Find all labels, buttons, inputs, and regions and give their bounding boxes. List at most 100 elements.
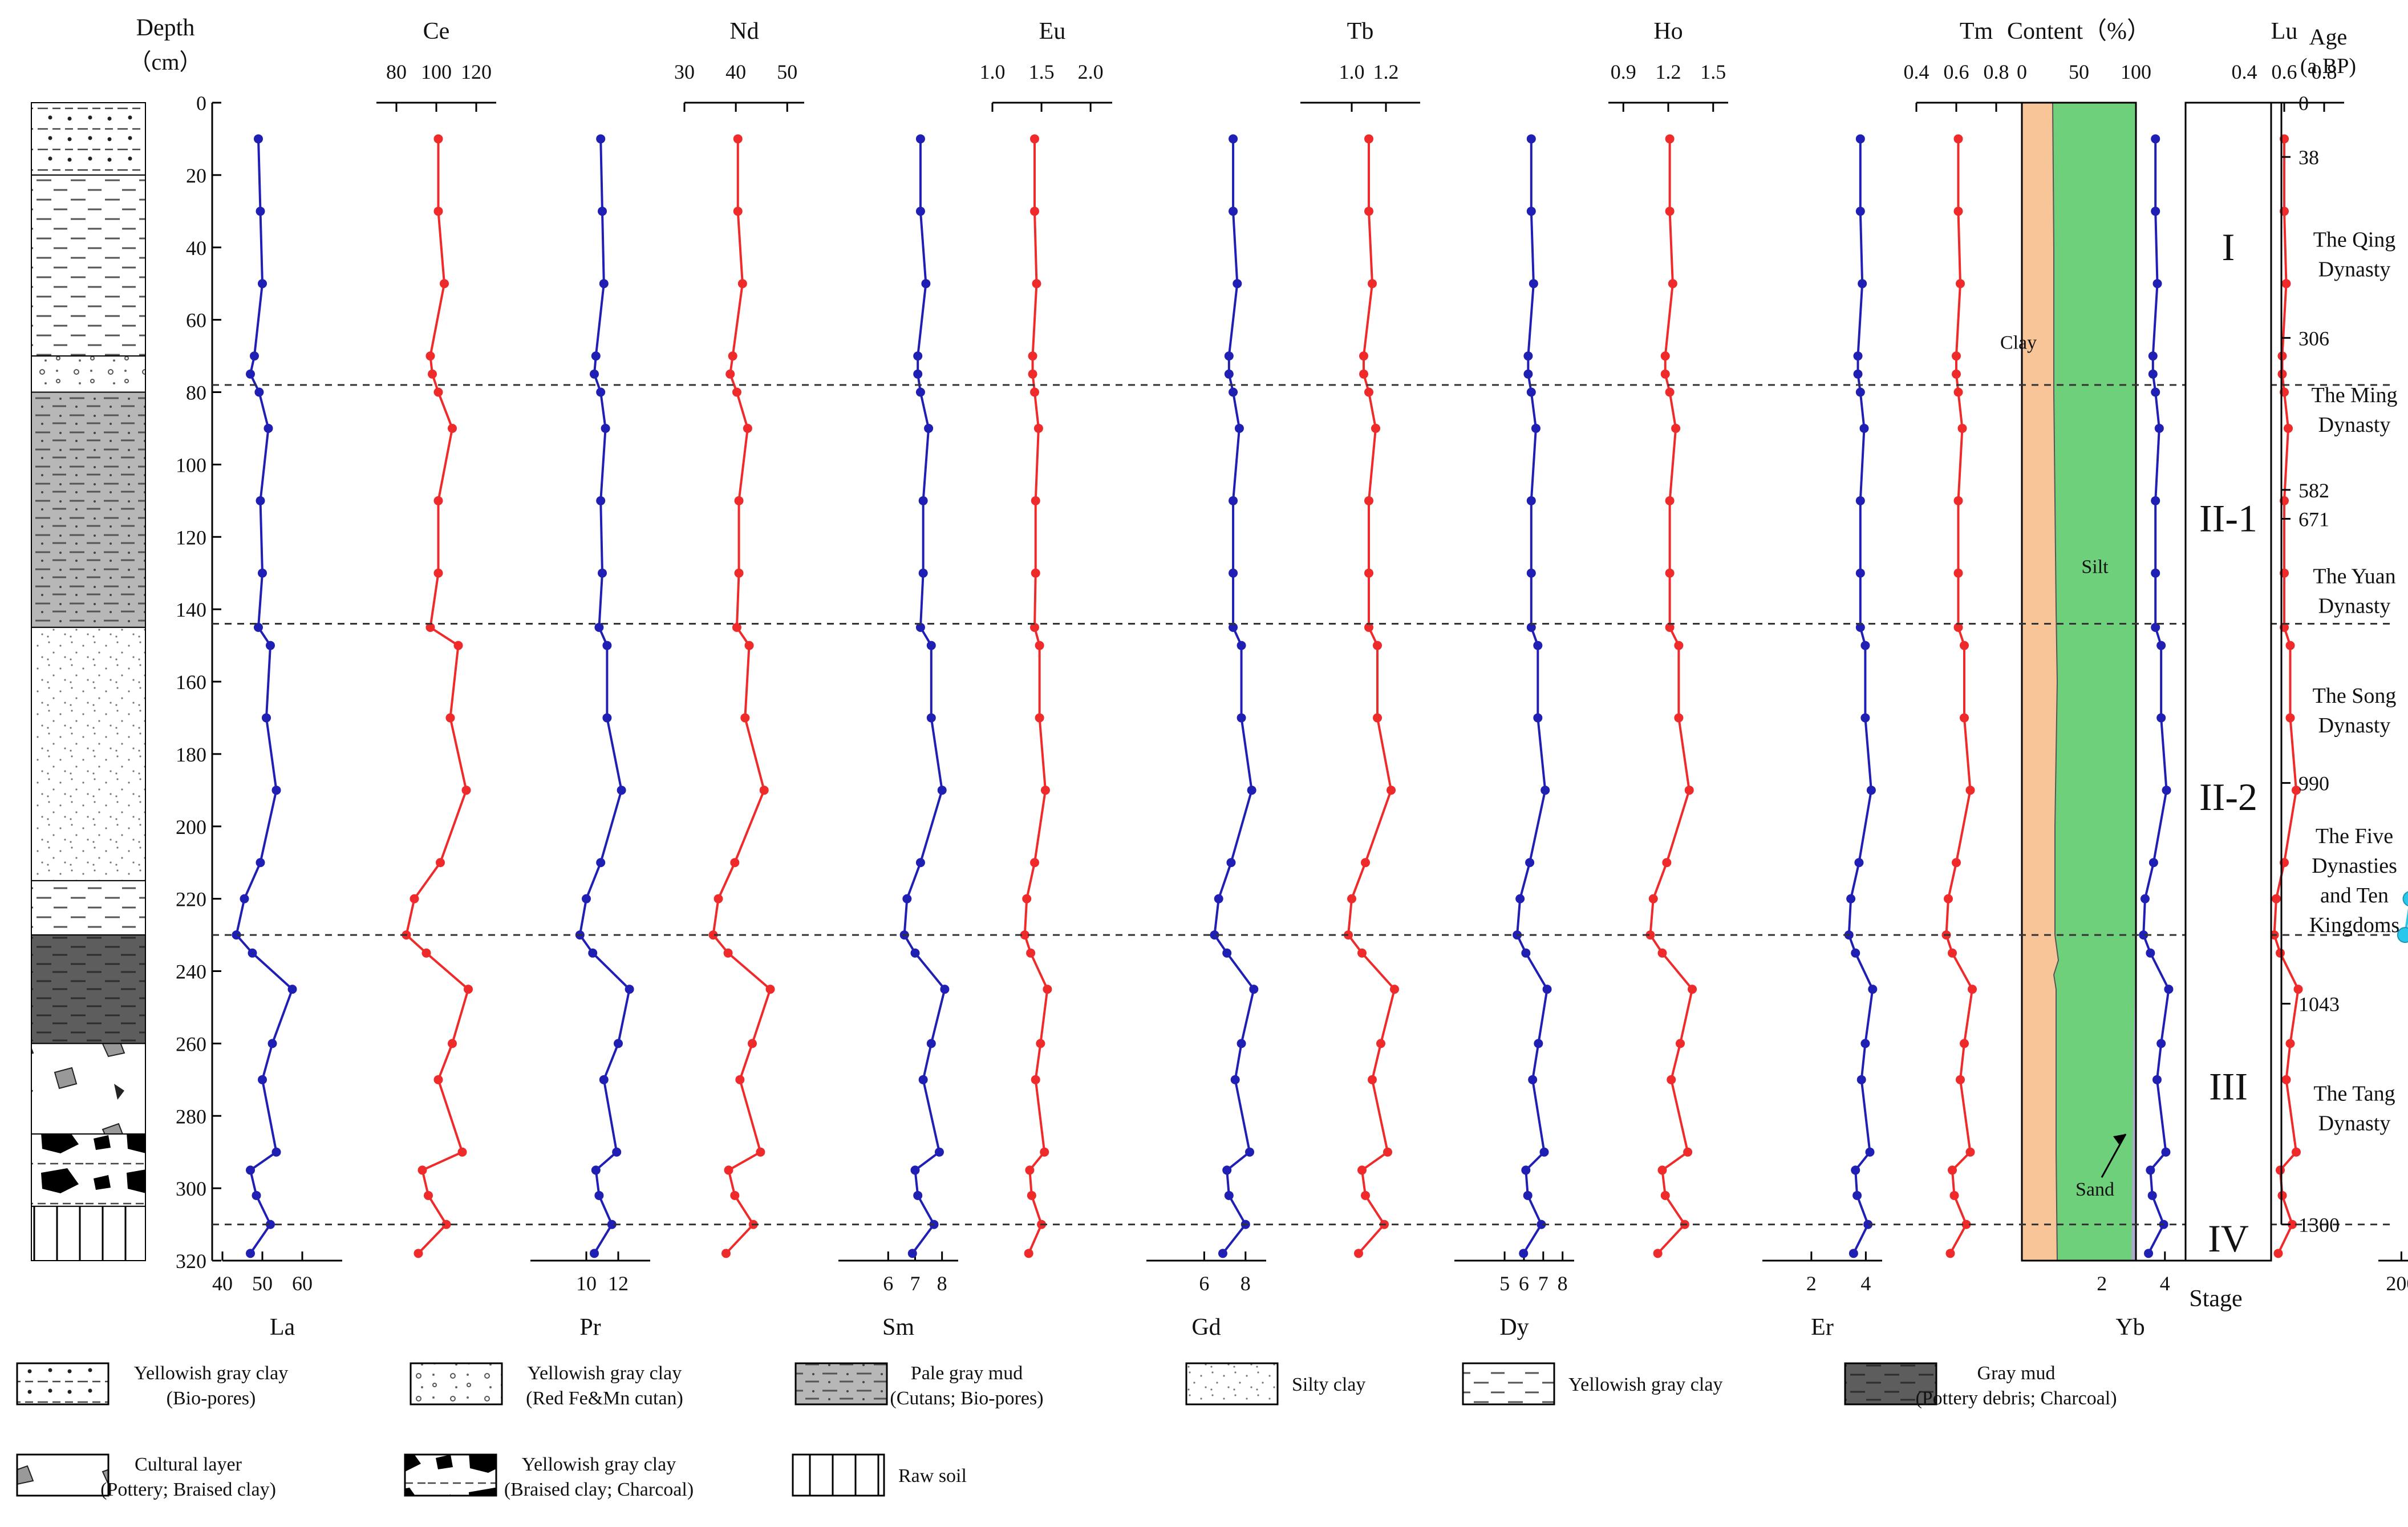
- legend-swatch-fecut: [410, 1362, 503, 1406]
- data-point: [2152, 1075, 2162, 1084]
- series-tick-label: 2: [2097, 1272, 2107, 1295]
- series-tick-label: 1.5: [1029, 60, 1055, 83]
- data-point: [433, 568, 443, 578]
- data-point: [2276, 1165, 2285, 1175]
- data-point: [725, 369, 735, 379]
- age-tick-label: 0: [2298, 92, 2309, 115]
- data-point: [2151, 568, 2160, 578]
- data-point: [732, 622, 741, 632]
- data-point: [2292, 1147, 2301, 1157]
- data-point: [1523, 351, 1533, 361]
- content-label-clay: Clay: [2000, 332, 2037, 353]
- data-point: [1031, 1075, 1040, 1084]
- dynasty-label: The Five: [2316, 824, 2393, 848]
- data-point: [2156, 641, 2166, 650]
- lithology-unit-dash: [31, 880, 146, 936]
- data-point: [1858, 279, 1867, 289]
- data-point: [1665, 568, 1675, 578]
- data-point: [1846, 894, 1856, 904]
- data-point: [1848, 1249, 1858, 1258]
- data-point: [730, 1190, 740, 1200]
- series-title-tb: Tb: [1347, 18, 1374, 44]
- data-point: [464, 985, 473, 994]
- data-point: [1024, 1249, 1033, 1258]
- series-tick-label: 0.4: [2232, 60, 2257, 83]
- data-point: [246, 1249, 255, 1258]
- data-point: [1373, 641, 1382, 650]
- data-point: [1359, 351, 1368, 361]
- data-point: [266, 1220, 275, 1229]
- data-point: [1953, 568, 1963, 578]
- data-point: [1033, 423, 1043, 433]
- series-tick-label: 0.6: [2272, 60, 2297, 83]
- depth-axis-title: Depth: [136, 15, 195, 41]
- data-point: [1688, 985, 1697, 994]
- depth-tick-label: 180: [176, 743, 206, 766]
- sand-pointer: [2101, 1133, 2127, 1178]
- data-point: [1229, 206, 1238, 216]
- data-point: [2285, 713, 2295, 723]
- data-point: [1237, 641, 1246, 650]
- data-point: [2273, 1249, 2283, 1258]
- data-point: [1968, 985, 1977, 994]
- lithology-legend: Yellowish gray clay (Bio-pores) Yellowish …: [16, 1362, 2117, 1500]
- data-point: [433, 206, 443, 216]
- stage-label: IV: [2208, 1217, 2249, 1260]
- series-line-pr: [578, 139, 631, 1254]
- data-point: [1022, 894, 1032, 904]
- data-point: [1852, 1190, 1862, 1200]
- series-line-ce: [405, 139, 469, 1254]
- data-point: [1853, 351, 1863, 361]
- data-point: [441, 1220, 451, 1229]
- depth-tick-label: 300: [176, 1177, 206, 1200]
- data-point: [602, 641, 612, 650]
- series-tick-label: 0.8: [2312, 60, 2337, 83]
- legend-label: (Cutans; Bio-pores): [890, 1388, 1043, 1409]
- data-point: [1665, 622, 1675, 632]
- legend-label: (Bio-pores): [167, 1388, 256, 1409]
- depth-tick-label: 280: [176, 1105, 206, 1128]
- data-point: [602, 713, 612, 723]
- data-point: [591, 1165, 601, 1175]
- data-point: [2152, 279, 2162, 289]
- data-point: [1521, 948, 1531, 958]
- data-point: [598, 568, 607, 578]
- series-line-lu: [2273, 139, 2300, 1254]
- data-point: [1660, 369, 1670, 379]
- clay-area: [2022, 103, 2058, 1261]
- lithology-unit-palegray: [31, 391, 146, 628]
- lithology-unit-braised: [31, 1133, 146, 1207]
- data-point: [1526, 622, 1536, 632]
- data-point: [254, 387, 264, 397]
- data-point: [1364, 568, 1373, 578]
- series-tick-label: 40: [725, 60, 746, 83]
- legend-swatch-cultural: [16, 1453, 110, 1497]
- data-point: [1683, 1147, 1693, 1157]
- grain-size-content-panel: Content（%） 0 50 100 Clay Silt Sand: [2000, 18, 2151, 1262]
- data-point: [1035, 641, 1044, 650]
- data-point: [2147, 1190, 2157, 1200]
- series-gd: 6 8 Gd: [1146, 134, 1266, 1340]
- series-line-gd: [1213, 139, 1255, 1254]
- content-tick-label: 100: [2121, 60, 2151, 83]
- data-point: [1364, 134, 1373, 144]
- series-eu: Eu 1.0 1.5 2.0: [980, 18, 1112, 1258]
- series-line-dy: [1516, 139, 1548, 1254]
- data-point: [1660, 1190, 1670, 1200]
- data-point: [2164, 985, 2174, 994]
- series-title-er: Er: [1811, 1314, 1834, 1340]
- data-point: [256, 496, 265, 505]
- data-point: [1224, 369, 1234, 379]
- data-point: [1953, 622, 1963, 632]
- data-point: [2146, 1165, 2155, 1175]
- data-point: [1855, 134, 1865, 144]
- data-point: [240, 894, 249, 904]
- data-point: [2281, 279, 2291, 289]
- data-point: [1364, 496, 1373, 505]
- series-tick-label: 4: [2160, 1272, 2170, 1295]
- data-point: [1230, 1075, 1240, 1084]
- series-tick-label: 4: [1860, 1272, 1871, 1295]
- data-point: [2151, 206, 2160, 216]
- data-point: [1210, 930, 1219, 940]
- data-point: [937, 785, 947, 795]
